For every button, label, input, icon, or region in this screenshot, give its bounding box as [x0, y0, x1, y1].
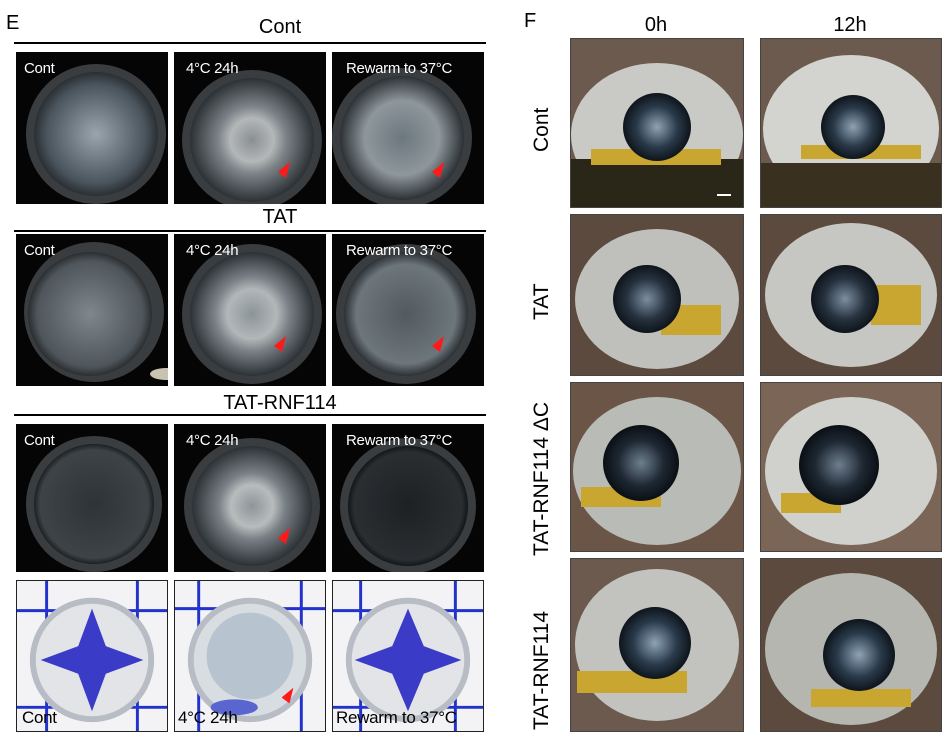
row-label: TAT-RNF114	[530, 610, 553, 730]
stained-lens-photo	[332, 580, 484, 732]
lens-photo	[174, 234, 326, 386]
lens-photo	[174, 52, 326, 204]
stained-lens-photo	[16, 580, 168, 732]
lens-photo	[332, 424, 484, 572]
eye-photo	[570, 38, 744, 208]
photo-label: Rewarm to 37°C	[346, 242, 453, 259]
photo-label: 4°C 24h	[186, 242, 239, 259]
eye-photo	[570, 558, 744, 732]
panel-e-letter: E	[6, 12, 20, 34]
row-label: TAT	[530, 283, 553, 320]
photo-label: Cont	[24, 60, 55, 77]
eye-photo	[570, 382, 744, 552]
lens-photo	[332, 52, 484, 204]
photo-label: Rewarm to 37°C	[346, 432, 453, 449]
group-title-tat: TAT	[262, 206, 298, 228]
photo-label: Cont	[24, 242, 55, 259]
column-header: 12h	[833, 14, 867, 36]
photo-label: Rewarm to 37°C	[346, 60, 453, 77]
photo-label: 4°C 24h	[178, 708, 238, 727]
photo-label: 4°C 24h	[186, 432, 239, 449]
column-header: 0h	[644, 14, 668, 36]
panel-f-letter: F	[524, 10, 537, 32]
lens-photo	[16, 234, 168, 386]
group-divider	[14, 230, 486, 232]
lens-photo	[174, 424, 326, 572]
eye-photo	[570, 214, 744, 376]
row-label: TAT-RNF114 ΔC	[530, 401, 553, 556]
group-title-cont: Cont	[258, 16, 302, 38]
group-title-tat-rnf114: TAT-RNF114	[223, 392, 337, 414]
row-label: Cont	[530, 107, 553, 152]
eye-photo	[760, 38, 942, 208]
lens-photo	[332, 234, 484, 386]
eye-photo	[760, 382, 942, 552]
group-divider	[14, 42, 486, 44]
photo-label: Cont	[22, 708, 57, 727]
eye-photo	[760, 214, 942, 376]
lens-photo	[16, 52, 168, 204]
eye-photo	[760, 558, 942, 732]
lens-photo	[16, 424, 168, 572]
photo-label: 4°C 24h	[186, 60, 239, 77]
photo-label: Rewarm to 37°C	[336, 708, 457, 727]
group-divider	[14, 414, 486, 416]
photo-label: Cont	[24, 432, 55, 449]
stained-lens-photo	[174, 580, 326, 732]
